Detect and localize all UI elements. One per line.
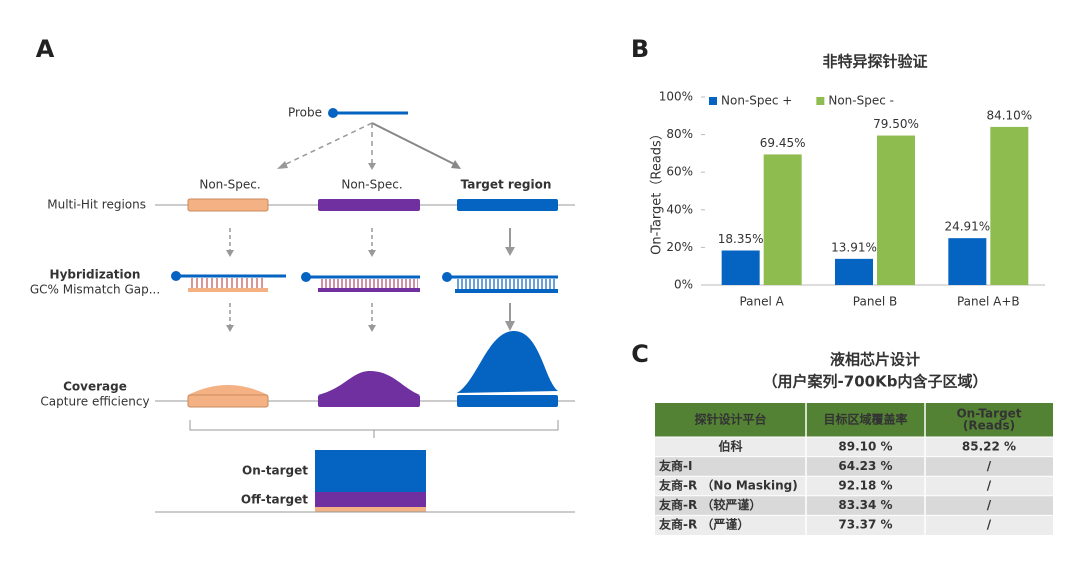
- y-tick-label: 0%: [674, 278, 693, 292]
- table-cell: 64.23 %: [838, 459, 892, 473]
- x-tick-label: Panel B: [853, 295, 897, 309]
- region: [318, 199, 420, 211]
- header-cell: 目标区域覆盖率: [823, 412, 907, 427]
- table-cell: 85.22 %: [962, 439, 1016, 453]
- stack-off-target: [315, 492, 426, 507]
- diagram: Probe Non-Spec. Non-Spec. Target region …: [30, 106, 575, 513]
- legend-label: Non-Spec -: [828, 94, 894, 108]
- bar: [990, 126, 1029, 285]
- table-cell: 92.18 %: [838, 479, 892, 493]
- y-tick-label: 60%: [666, 165, 693, 179]
- region: [457, 395, 558, 407]
- row-label: Capture efficiency: [40, 395, 149, 409]
- y-axis-label: On-Target（Reads）: [650, 127, 665, 255]
- panel-label: A: [36, 35, 55, 63]
- panel-label: B: [631, 35, 649, 63]
- x-tick-label: Panel A+B: [957, 295, 1020, 309]
- legend-label: Non-Spec +: [721, 94, 792, 108]
- region: [457, 199, 558, 211]
- table-row: [655, 437, 1053, 457]
- coverage-hump: [457, 331, 558, 393]
- y-tick-label: 20%: [666, 240, 693, 254]
- coverage-hump: [188, 385, 268, 395]
- off-target-label: Off-target: [241, 493, 308, 507]
- table-cell: 友商-R （No Masking): [658, 478, 798, 493]
- table-title: （用户案列-700Kb内含子区域）: [763, 373, 988, 391]
- value-label: 69.45%: [760, 136, 806, 150]
- table-row: [655, 476, 1053, 496]
- target-label: Target region: [461, 178, 552, 192]
- probe-head: [328, 108, 338, 118]
- value-label: 84.10%: [986, 108, 1032, 122]
- row-label: Coverage: [63, 380, 127, 394]
- table-cell: 友商-R （较严谨）: [658, 497, 761, 512]
- table-cell: 伯科: [718, 438, 742, 453]
- stack-on-target: [315, 450, 426, 492]
- x-tick-label: Panel A: [739, 295, 784, 309]
- row-label: Multi-Hit regions: [47, 198, 146, 212]
- header-cell: On-Target: [956, 407, 1021, 421]
- value-label: 24.91%: [944, 220, 990, 234]
- row-label: Hybridization: [50, 268, 141, 282]
- bar: [763, 154, 802, 285]
- header-cell: 探针设计平台: [694, 412, 766, 427]
- y-tick-label: 100%: [659, 90, 693, 104]
- arrowhead: [368, 163, 376, 170]
- chart-title: 非特异探针验证: [822, 53, 927, 71]
- non-spec-label: Non-Spec.: [341, 178, 402, 192]
- panel-label: C: [631, 340, 649, 368]
- table-cell: /: [987, 479, 992, 493]
- table-cell: 友商-I: [658, 458, 692, 473]
- probe-head: [442, 272, 452, 282]
- table-cell: 89.10 %: [838, 439, 892, 453]
- table-row: [655, 515, 1053, 535]
- table-row: [655, 495, 1053, 516]
- legend-swatch: [709, 97, 717, 105]
- region: [187, 394, 269, 408]
- probe-head: [301, 272, 311, 282]
- value-label: 79.50%: [873, 117, 919, 131]
- non-spec-label: Non-Spec.: [199, 178, 260, 192]
- table-cell: /: [987, 498, 992, 512]
- arrowheads: [226, 247, 515, 332]
- legend-swatch: [816, 97, 825, 105]
- header-cell: (Reads): [963, 419, 1015, 433]
- value-label: 18.35%: [718, 232, 764, 246]
- coverage-hump: [318, 371, 420, 395]
- probe-label: Probe: [288, 106, 322, 120]
- hybrid-bonds: [190, 278, 266, 288]
- region: [318, 395, 420, 407]
- table-cell: /: [987, 518, 992, 532]
- bracket: [189, 420, 559, 438]
- on-target-label: On-target: [242, 464, 308, 478]
- table-cell: /: [987, 459, 992, 473]
- table-row: [655, 456, 1053, 477]
- bar: [948, 238, 987, 285]
- probe-head: [171, 271, 181, 281]
- bar: [835, 258, 873, 285]
- table-header: [655, 403, 1053, 437]
- arrowhead: [277, 161, 288, 169]
- bar: [877, 135, 915, 285]
- hybrid-bonds: [320, 279, 418, 289]
- hybrid-bonds: [457, 279, 557, 289]
- arrowhead: [451, 160, 461, 169]
- arrow: [371, 122, 457, 166]
- region: [187, 198, 269, 212]
- table-cell: 73.37 %: [838, 518, 892, 532]
- value-label: 13.91%: [831, 240, 877, 254]
- table-title: 液相芯片设计: [830, 351, 920, 369]
- bar: [721, 250, 760, 285]
- stack-off-target: [315, 507, 426, 512]
- y-tick-label: 80%: [666, 127, 693, 141]
- row-label: GC% Mismatch Gap...: [30, 283, 160, 297]
- y-tick-label: 40%: [666, 202, 693, 216]
- arrows: [229, 228, 511, 325]
- table-cell: 友商-R （严谨）: [658, 517, 749, 532]
- arrow: [281, 122, 373, 167]
- table-cell: 83.34 %: [838, 498, 892, 512]
